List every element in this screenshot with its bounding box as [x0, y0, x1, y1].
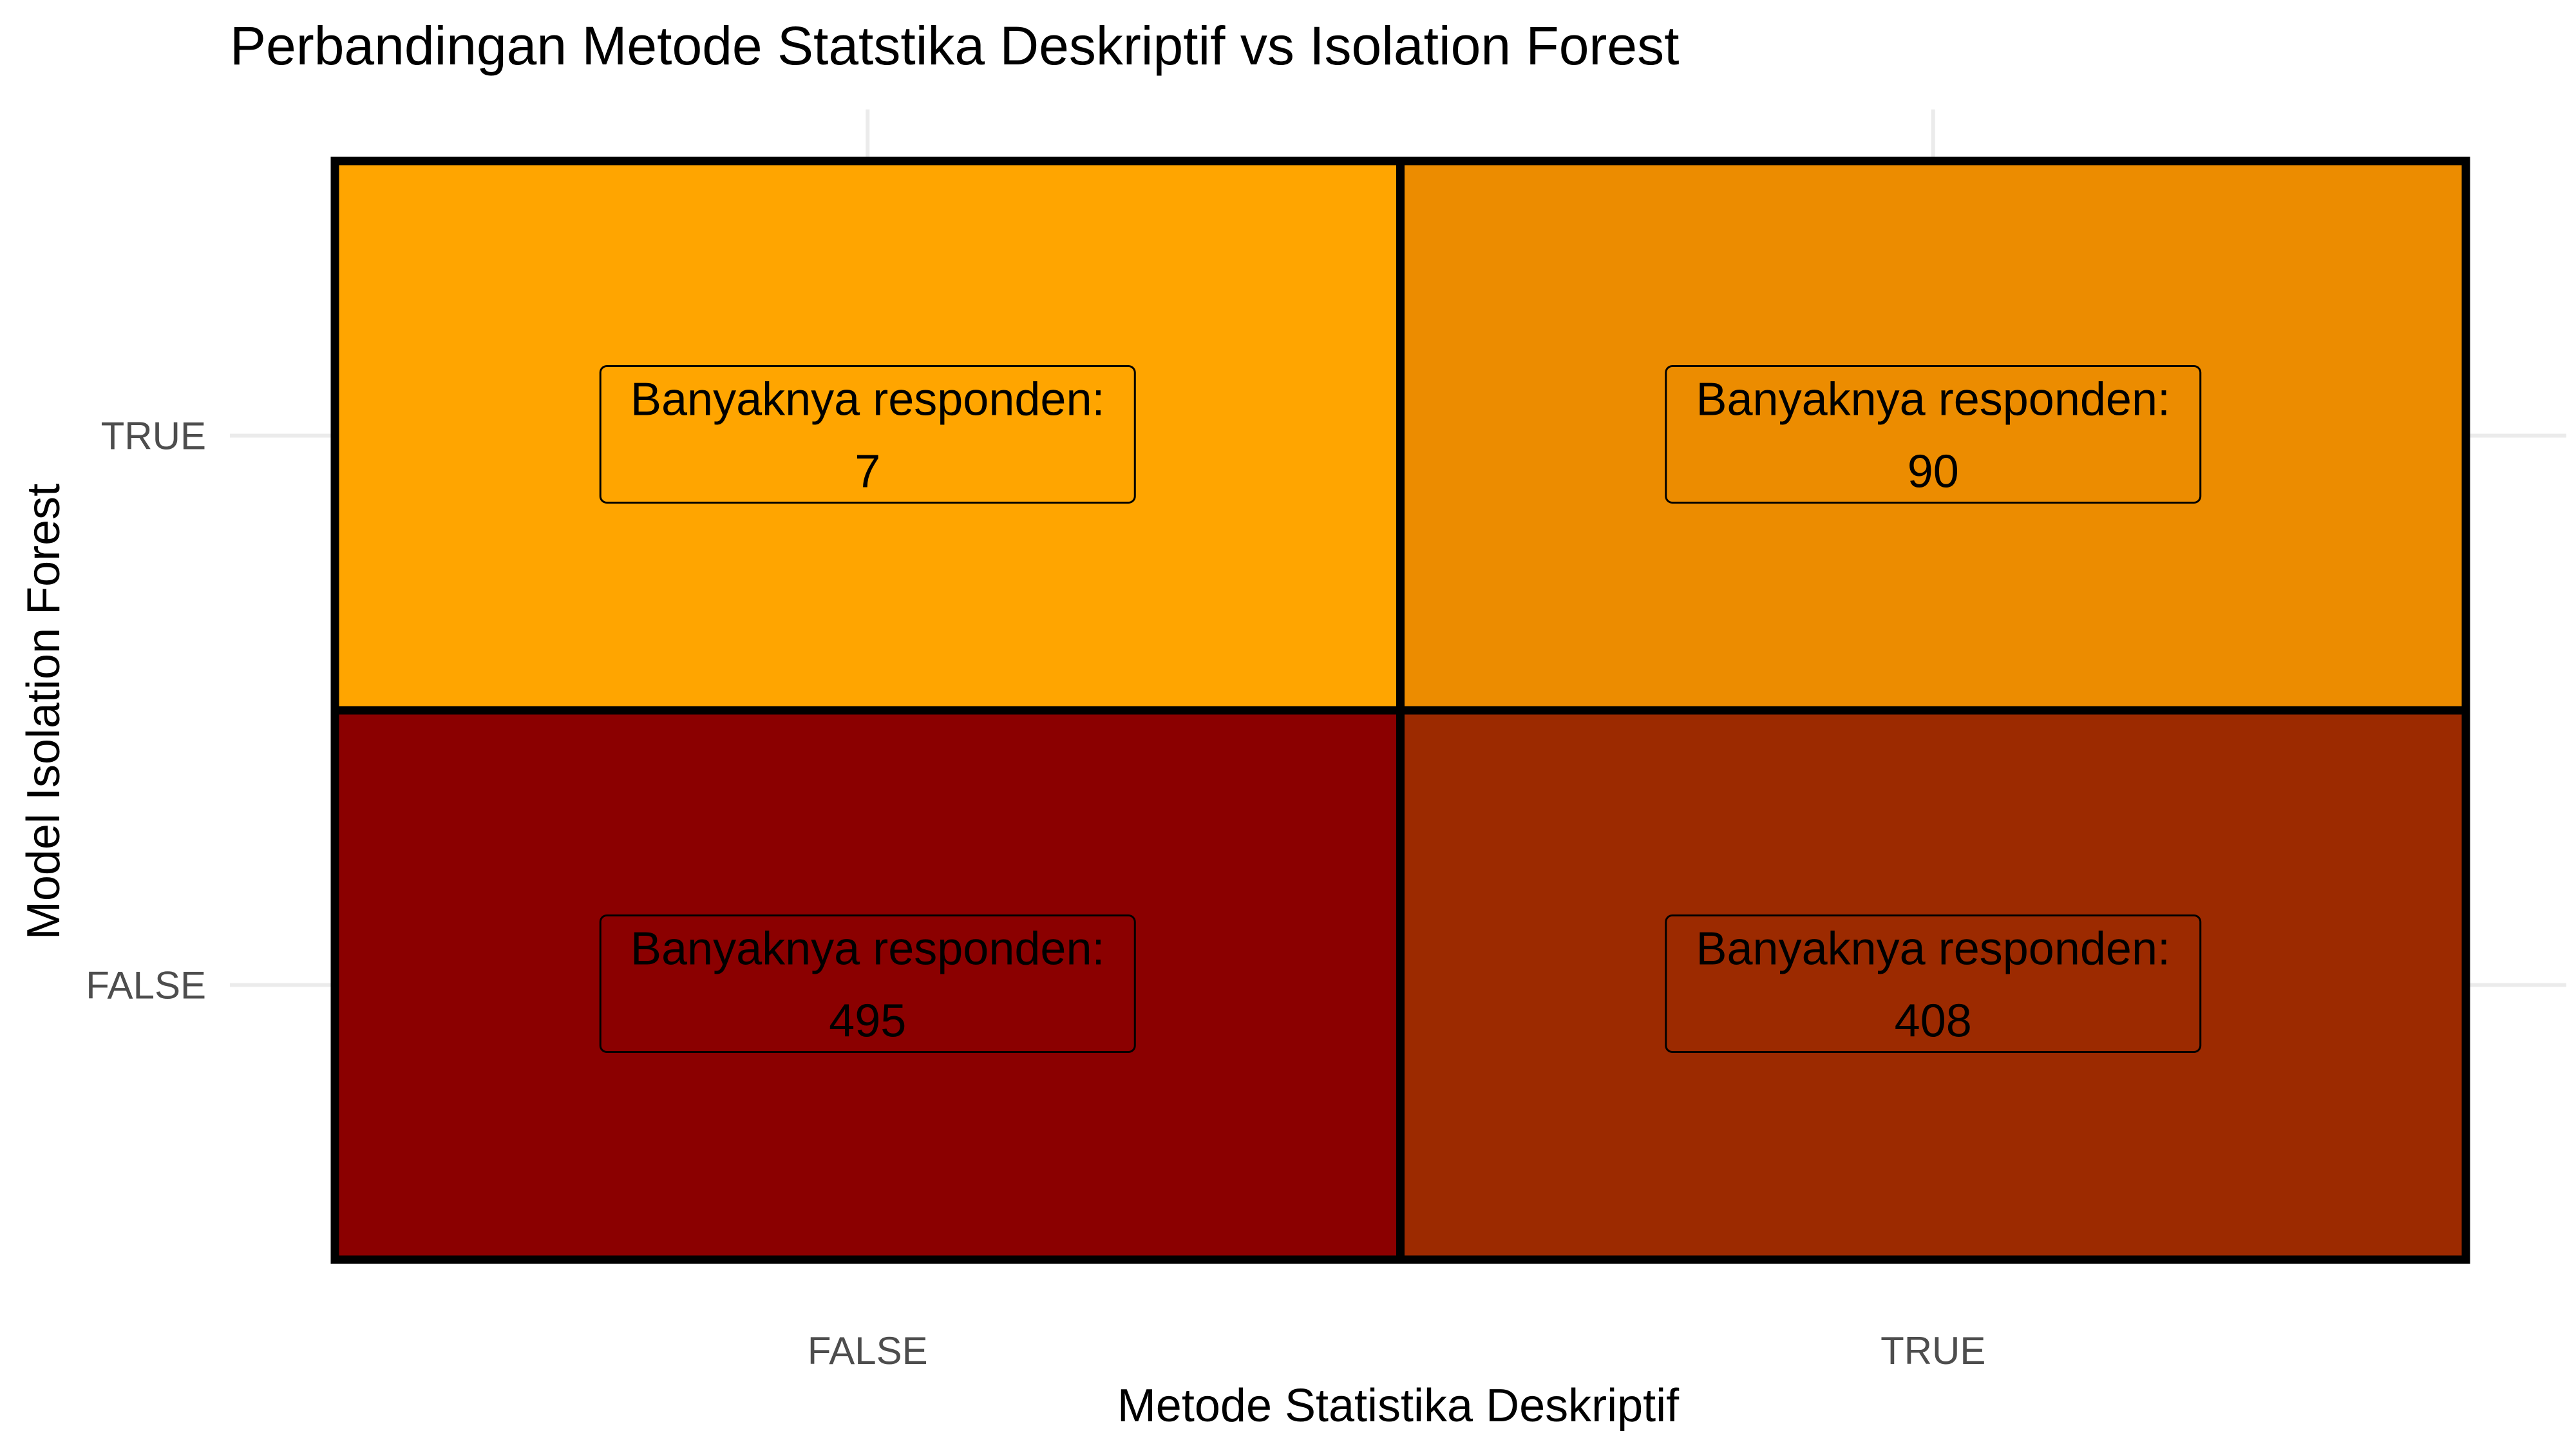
- y-tick-label-true: TRUE: [101, 415, 206, 458]
- heatmap-tile-x-false-y-true: [330, 156, 1405, 715]
- y-tick-label-false: FALSE: [86, 964, 206, 1007]
- heatmap-tile-x-true-y-true: [1396, 156, 2470, 715]
- x-tick-label-false: FALSE: [808, 1329, 928, 1372]
- cell-label-box: [599, 914, 1136, 1053]
- cell-value-label: 7: [855, 446, 880, 498]
- cell-value-label: 495: [829, 996, 906, 1047]
- cell-label-heading: Banyaknya responden:: [630, 374, 1105, 426]
- x-tick-label-true: TRUE: [1880, 1329, 1985, 1372]
- tick-label-layer: FALSE TRUE FALSE TRUE: [86, 415, 1985, 1373]
- y-axis-title: Model Isolation Forest: [18, 484, 70, 940]
- x-axis-title: Metode Statistika Deskriptif: [1117, 1380, 1680, 1432]
- heatmap-tile-x-true-y-false: [1396, 706, 2470, 1264]
- cell-label-box: [1665, 914, 2202, 1053]
- cell-label-box: [1665, 365, 2202, 504]
- cell-label-box: [599, 365, 1136, 504]
- heatmap-tile-x-false-y-false: [330, 706, 1405, 1264]
- cell-label-heading: Banyaknya responden:: [1696, 923, 2170, 975]
- tile-layer: [330, 156, 2470, 1264]
- cell-label-layer: Banyaknya responden: 7 Banyaknya responden…: [599, 365, 2202, 1053]
- cell-label-heading: Banyaknya responden:: [630, 923, 1105, 975]
- cell-value-label: 408: [1895, 996, 1972, 1047]
- cell-value-label: 90: [1908, 446, 1959, 498]
- chart-title: Perbandingan Metode Statstika Deskriptif…: [230, 15, 1679, 76]
- cell-label-heading: Banyaknya responden:: [1696, 374, 2170, 426]
